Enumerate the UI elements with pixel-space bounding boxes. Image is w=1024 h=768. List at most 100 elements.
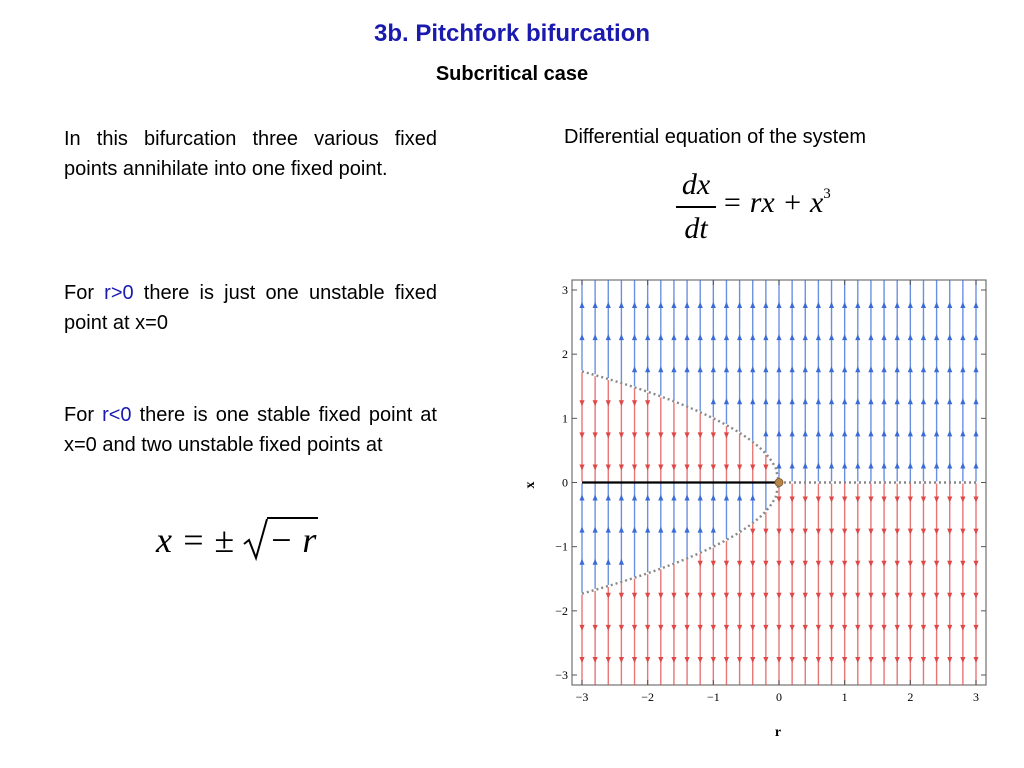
down-arrow-icon	[973, 496, 979, 503]
down-arrow-icon	[618, 464, 624, 471]
down-arrow-icon	[750, 560, 756, 567]
up-arrow-icon	[658, 334, 664, 341]
y-tick-label: 3	[562, 283, 568, 297]
negative-r-highlight: r<0	[102, 404, 132, 426]
tick-layer: −3 −2 −1 0 1 2 3 3 2 1 0 −1 −2 −3	[555, 280, 986, 704]
down-arrow-icon	[842, 592, 848, 599]
down-arrow-icon	[868, 592, 874, 599]
fraction-bar	[676, 206, 716, 208]
down-arrow-icon	[592, 656, 598, 663]
down-arrow-icon	[631, 464, 638, 471]
up-arrow-icon	[960, 302, 966, 309]
down-arrow-icon	[815, 496, 821, 503]
down-arrow-icon	[737, 560, 743, 567]
down-arrow-icon	[947, 624, 953, 631]
up-arrow-icon	[631, 334, 638, 341]
down-arrow-icon	[960, 528, 966, 535]
ode-numerator: dx	[681, 168, 711, 201]
down-arrow-icon	[973, 560, 979, 567]
up-arrow-icon	[579, 334, 585, 341]
down-arrow-icon	[605, 592, 611, 599]
up-arrow-icon	[920, 334, 927, 341]
fixed-point-lhs: x = ±	[156, 520, 235, 560]
down-arrow-icon	[828, 592, 835, 599]
curve-layer	[581, 370, 976, 595]
up-arrow-icon	[763, 366, 769, 373]
down-arrow-icon	[960, 656, 966, 663]
up-arrow-icon	[855, 334, 861, 341]
up-arrow-icon	[592, 558, 598, 565]
up-arrow-icon	[828, 398, 835, 405]
down-arrow-icon	[855, 592, 861, 599]
up-arrow-icon	[710, 302, 716, 309]
down-arrow-icon	[671, 656, 677, 663]
up-arrow-icon	[802, 334, 808, 341]
down-arrow-icon	[947, 656, 953, 663]
up-arrow-icon	[750, 494, 756, 501]
down-arrow-icon	[737, 592, 743, 599]
x-tick-label: −1	[707, 690, 720, 704]
down-arrow-icon	[645, 432, 651, 439]
up-arrow-icon	[710, 494, 716, 501]
up-arrow-icon	[815, 334, 821, 341]
up-arrow-icon	[947, 430, 953, 437]
up-arrow-icon	[645, 494, 651, 501]
x-tick-label: 2	[907, 690, 913, 704]
up-arrow-icon	[789, 302, 795, 309]
down-arrow-icon	[579, 624, 585, 631]
positive-r-suffix: there is just one unstable fixed point a…	[64, 282, 437, 334]
down-arrow-icon	[842, 496, 848, 503]
down-arrow-icon	[881, 528, 887, 535]
down-arrow-icon	[920, 656, 927, 663]
down-arrow-icon	[789, 560, 795, 567]
up-arrow-icon	[697, 526, 703, 533]
y-axis-label: x	[523, 482, 538, 489]
down-arrow-icon	[920, 496, 927, 503]
down-arrow-icon	[934, 624, 940, 631]
down-arrow-icon	[671, 592, 677, 599]
down-arrow-icon	[631, 592, 638, 599]
up-arrow-icon	[697, 334, 703, 341]
down-arrow-icon	[920, 624, 927, 631]
up-arrow-icon	[947, 334, 953, 341]
up-arrow-icon	[763, 334, 769, 341]
negative-r-paragraph: For r<0 there is one stable fixed point …	[64, 400, 437, 460]
intro-paragraph: In this bifurcation three various fixed …	[64, 128, 437, 180]
down-arrow-icon	[763, 464, 769, 471]
down-arrow-icon	[645, 656, 651, 663]
down-arrow-icon	[645, 400, 651, 407]
up-arrow-icon	[842, 462, 848, 469]
down-arrow-icon	[671, 624, 677, 631]
up-arrow-icon	[737, 302, 743, 309]
up-arrow-icon	[842, 430, 848, 437]
up-arrow-icon	[881, 366, 887, 373]
down-arrow-icon	[631, 656, 638, 663]
up-arrow-icon	[934, 366, 940, 373]
down-arrow-icon	[828, 528, 835, 535]
up-arrow-icon	[763, 302, 769, 309]
down-arrow-icon	[658, 592, 664, 599]
down-arrow-icon	[802, 560, 808, 567]
y-tick-label: −3	[555, 668, 568, 682]
down-arrow-icon	[947, 528, 953, 535]
up-arrow-icon	[737, 334, 743, 341]
down-arrow-icon	[658, 432, 664, 439]
down-arrow-icon	[776, 496, 782, 503]
down-arrow-icon	[605, 400, 611, 407]
up-arrow-icon	[658, 366, 664, 373]
down-arrow-icon	[737, 656, 743, 663]
negative-r-suffix: there is one stable fixed point at x=0 a…	[64, 404, 437, 456]
down-arrow-icon	[618, 624, 624, 631]
up-arrow-icon	[723, 302, 730, 309]
up-arrow-icon	[868, 334, 874, 341]
up-arrow-icon	[828, 302, 835, 309]
down-arrow-icon	[947, 496, 953, 503]
up-arrow-icon	[776, 462, 782, 469]
down-arrow-icon	[973, 624, 979, 631]
down-arrow-icon	[697, 592, 703, 599]
down-arrow-icon	[684, 624, 690, 631]
up-arrow-icon	[723, 398, 730, 405]
down-arrow-icon	[710, 464, 716, 471]
down-arrow-icon	[697, 432, 703, 439]
up-arrow-icon	[802, 430, 808, 437]
